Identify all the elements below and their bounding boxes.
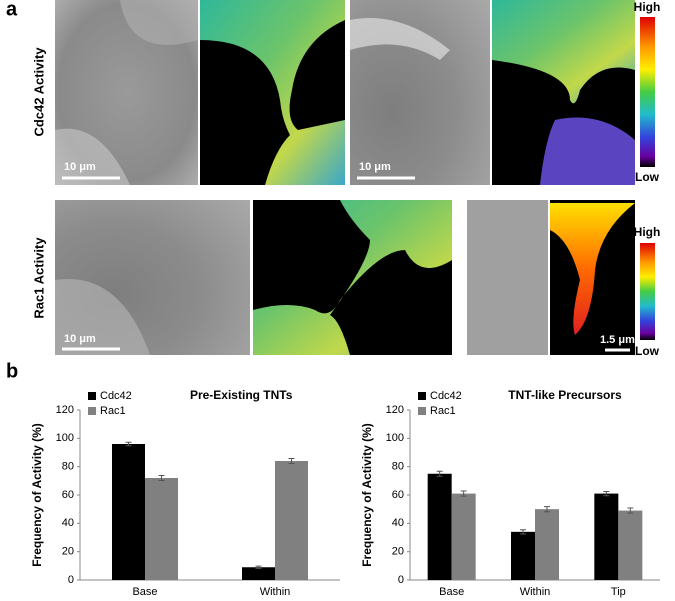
legend-swatch bbox=[88, 392, 96, 400]
x-tick-label: Within bbox=[520, 586, 551, 598]
y-tick-label: 120 bbox=[56, 404, 74, 416]
legend-label: Cdc42 bbox=[100, 390, 132, 402]
colorbars bbox=[640, 17, 655, 340]
scale-bar-label: 1.5 μm bbox=[600, 334, 635, 346]
x-tick-label: Base bbox=[132, 586, 157, 598]
x-tick-label: Base bbox=[439, 586, 464, 598]
y-tick-label: 80 bbox=[392, 461, 404, 473]
scale-bar-label: 10 μm bbox=[64, 333, 96, 345]
error-bar bbox=[520, 529, 526, 535]
legend-swatch bbox=[418, 392, 426, 400]
y-tick-label: 60 bbox=[62, 489, 74, 501]
bar bbox=[535, 509, 559, 580]
bar bbox=[618, 510, 643, 580]
microscopy-images bbox=[55, 0, 635, 355]
bar bbox=[242, 567, 275, 580]
row-label: Cdc42 Activity bbox=[31, 47, 46, 137]
y-tick-label: 40 bbox=[62, 517, 74, 529]
legend-label: Cdc42 bbox=[430, 390, 462, 402]
bar bbox=[145, 478, 178, 580]
x-tick-label: Tip bbox=[611, 586, 626, 598]
y-tick-label: 0 bbox=[398, 574, 404, 586]
legend-label: Rac1 bbox=[100, 405, 126, 417]
y-tick-label: 80 bbox=[62, 461, 74, 473]
bar bbox=[594, 493, 619, 580]
error-bar bbox=[460, 490, 467, 497]
y-axis-label: Frequency of Activity (%) bbox=[30, 423, 44, 567]
scale-bar-label: 10 μm bbox=[359, 161, 391, 173]
bar bbox=[451, 493, 476, 580]
panel-label: a bbox=[6, 0, 18, 20]
legend-swatch bbox=[88, 407, 96, 415]
error-bar bbox=[544, 506, 550, 513]
error-bar bbox=[158, 474, 165, 482]
error-bar bbox=[288, 457, 295, 465]
bar bbox=[112, 444, 145, 580]
panel-label: b bbox=[6, 360, 18, 382]
error-bar bbox=[603, 490, 610, 497]
scale-bars bbox=[62, 176, 630, 352]
error-bar bbox=[125, 441, 132, 447]
y-tick-label: 120 bbox=[386, 404, 404, 416]
colorbar bbox=[640, 17, 655, 167]
y-tick-label: 60 bbox=[392, 489, 404, 501]
chart-title: Pre-Existing TNTs bbox=[190, 388, 293, 402]
row-label: Rac1 Activity bbox=[31, 237, 46, 319]
colorbar-high: High bbox=[634, 225, 661, 239]
legend-swatch bbox=[418, 407, 426, 415]
y-tick-label: 0 bbox=[68, 574, 74, 586]
error-bar bbox=[255, 565, 262, 569]
brightfield-image bbox=[467, 200, 548, 355]
y-tick-label: 20 bbox=[392, 546, 404, 558]
error-bar bbox=[627, 507, 634, 514]
colorbar-high: High bbox=[634, 0, 661, 14]
error-bar bbox=[436, 470, 443, 477]
colorbar bbox=[640, 243, 655, 340]
colorbar-low: Low bbox=[635, 344, 660, 358]
y-tick-label: 20 bbox=[62, 546, 74, 558]
bar bbox=[511, 531, 535, 580]
scale-bar-label: 10 μm bbox=[64, 161, 96, 173]
bar bbox=[275, 461, 308, 580]
legend-label: Rac1 bbox=[430, 405, 456, 417]
chart-title: TNT-like Precursors bbox=[508, 388, 622, 402]
x-tick-label: Within bbox=[260, 586, 291, 598]
y-axis-label: Frequency of Activity (%) bbox=[360, 423, 374, 567]
y-tick-label: 100 bbox=[386, 432, 404, 444]
y-tick-label: 100 bbox=[56, 432, 74, 444]
bar bbox=[427, 473, 452, 580]
y-tick-label: 40 bbox=[392, 517, 404, 529]
colorbar-low: Low bbox=[635, 170, 660, 184]
